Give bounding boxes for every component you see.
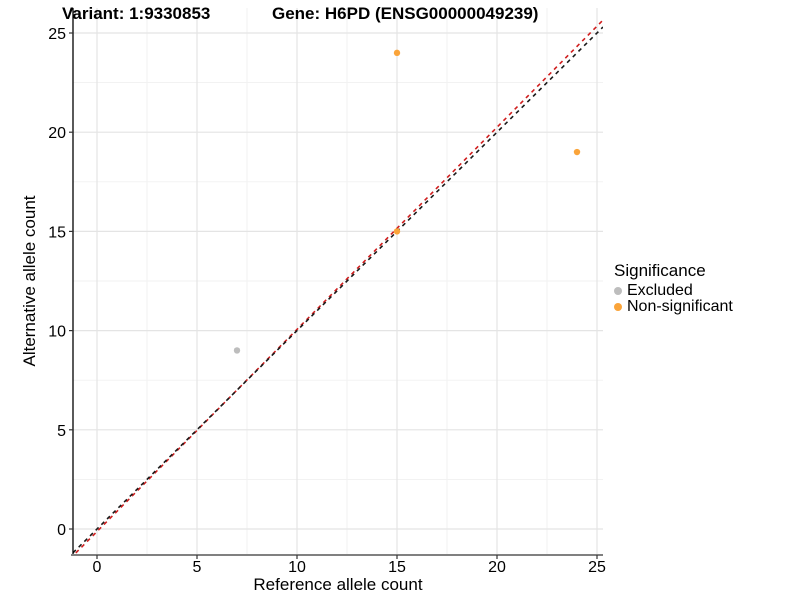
gene-title: Gene: H6PD (ENSG00000049239)	[272, 4, 539, 23]
x-axis-title: Reference allele count	[253, 575, 423, 594]
x-tick-label: 10	[288, 559, 306, 576]
y-axis-title: Alternative allele count	[20, 195, 39, 367]
y-tick-label: 5	[57, 423, 66, 440]
x-tick-label: 25	[588, 559, 606, 576]
x-tick-label: 20	[488, 559, 506, 576]
data-point-non-significant	[573, 148, 581, 156]
legend-item-label: Non-significant	[627, 298, 733, 315]
identity-line	[73, 26, 603, 554]
legend-dot-icon	[614, 303, 622, 311]
legend-title: Significance	[614, 261, 706, 280]
y-tick-label: 10	[48, 324, 66, 341]
legend-item: Non-significant	[614, 298, 733, 315]
legend-items: Excluded Non-significant	[614, 282, 733, 315]
legend: Significance Excluded Non-significant	[614, 261, 733, 315]
y-tick-label: 20	[48, 125, 66, 142]
x-tick-label: 15	[388, 559, 406, 576]
data-point-non-significant	[393, 49, 401, 57]
x-tick-label: 5	[193, 559, 202, 576]
y-tick-label: 15	[48, 224, 66, 241]
data-point-excluded	[233, 347, 241, 354]
legend-item: Excluded	[614, 282, 733, 299]
legend-item-label: Excluded	[627, 282, 693, 299]
data-point-non-significant	[393, 228, 401, 235]
fit-line	[73, 19, 603, 555]
x-tick-label: 0	[93, 559, 102, 576]
y-tick-label: 0	[57, 522, 66, 539]
y-tick-label: 25	[48, 26, 66, 43]
legend-dot-icon	[614, 287, 622, 295]
variant-title: Variant: 1:9330853	[62, 4, 211, 23]
